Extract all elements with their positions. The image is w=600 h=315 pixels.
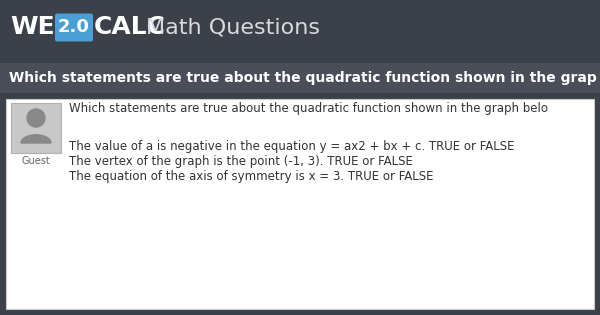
Polygon shape [21, 135, 51, 143]
Text: WEB: WEB [10, 15, 74, 39]
Text: Guest: Guest [22, 156, 50, 166]
Bar [0, 93, 600, 315]
Text: The equation of the axis of symmetry is x = 3. TRUE or FALSE: The equation of the axis of symmetry is … [69, 170, 433, 183]
Bar [6, 99, 594, 309]
Text: The value of a is negative in the equation y = ax2 + bx + c. TRUE or FALSE: The value of a is negative in the equati… [69, 140, 515, 153]
Text: Math Questions: Math Questions [146, 18, 320, 37]
Text: CALC: CALC [94, 15, 166, 39]
Bar [11, 103, 61, 153]
Bar [0, 55, 600, 63]
Text: The vertex of the graph is the point (-1, 3). TRUE or FALSE: The vertex of the graph is the point (-1… [69, 155, 413, 168]
Bar [0, 63, 600, 93]
FancyBboxPatch shape [55, 14, 93, 42]
Bar [0, 0, 600, 55]
Circle shape [27, 109, 45, 127]
Text: Which statements are true about the quadratic function shown in the grap: Which statements are true about the quad… [9, 71, 597, 85]
Text: 2.0: 2.0 [58, 19, 90, 37]
Text: Which statements are true about the quadratic function shown in the graph belo: Which statements are true about the quad… [69, 102, 548, 115]
